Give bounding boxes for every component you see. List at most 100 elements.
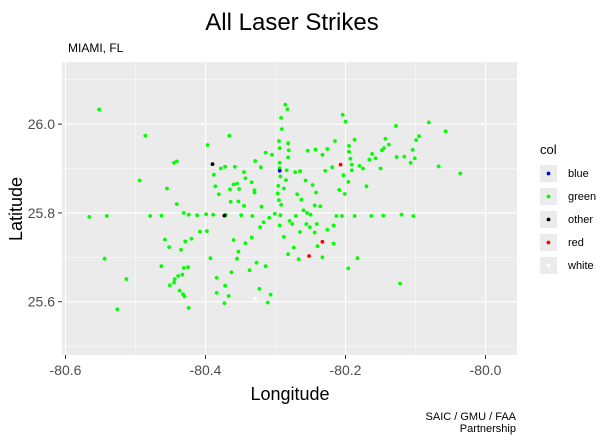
data-point-green — [212, 172, 216, 177]
data-point-green — [216, 192, 221, 197]
data-point-green — [394, 124, 398, 128]
data-point-green — [399, 212, 404, 217]
data-point-green — [383, 136, 388, 141]
data-point-green — [243, 241, 248, 246]
data-point-green — [254, 260, 259, 265]
data-point-green — [290, 222, 295, 226]
legend-symbol-other — [546, 217, 551, 222]
data-point-green — [239, 213, 244, 218]
data-point-green — [325, 147, 330, 151]
data-point-green — [115, 307, 120, 312]
data-point-green — [369, 214, 374, 218]
data-point-green — [265, 300, 270, 305]
data-point-green — [355, 256, 360, 261]
data-point-green — [361, 166, 365, 171]
data-point-green — [410, 148, 415, 152]
data-point-green — [347, 144, 351, 148]
data-point-green — [97, 107, 101, 112]
data-point-green — [279, 127, 284, 131]
data-point-green — [189, 236, 194, 241]
data-point-green — [258, 165, 263, 170]
data-point-green — [367, 157, 372, 162]
data-point-green — [436, 164, 441, 169]
data-point-green — [286, 141, 290, 146]
data-point-green — [305, 148, 310, 153]
data-point-green — [443, 129, 448, 134]
data-point-green — [282, 186, 286, 191]
data-points — [87, 102, 463, 312]
data-point-green — [387, 142, 391, 147]
data-point-green — [181, 266, 186, 270]
data-point-green — [277, 223, 282, 228]
data-point-green — [305, 211, 309, 215]
data-point-green — [236, 249, 241, 254]
data-point-green — [284, 178, 288, 183]
data-point-green — [167, 283, 172, 288]
data-point-green — [334, 214, 339, 218]
data-point-green — [414, 138, 419, 143]
y-tick-label: 25.6 — [28, 294, 55, 310]
data-point-green — [179, 247, 183, 252]
data-point-green — [320, 255, 325, 260]
data-point-green — [250, 214, 255, 218]
legend-label-green: green — [568, 191, 596, 203]
data-point-green — [348, 156, 353, 161]
data-point-green — [180, 272, 185, 277]
data-point-green — [163, 237, 167, 242]
data-point-green — [182, 294, 187, 299]
data-point-green — [318, 204, 323, 209]
data-point-green — [323, 168, 328, 173]
legend-label-white: white — [567, 260, 594, 272]
data-point-green — [267, 215, 272, 220]
data-point-green — [223, 164, 228, 169]
data-point-green — [249, 235, 254, 240]
data-point-green — [310, 183, 315, 187]
data-point-green — [417, 134, 421, 139]
data-point-green — [458, 171, 463, 176]
data-point-green — [186, 306, 191, 310]
data-point-blue — [277, 168, 282, 173]
data-point-green — [412, 156, 417, 161]
data-point-green — [277, 198, 281, 203]
data-point-green — [346, 180, 351, 184]
data-point-green — [204, 212, 209, 217]
data-point-green — [186, 265, 190, 269]
x-tick-label: -80.4 — [190, 362, 222, 378]
data-point-green — [87, 215, 92, 219]
data-point-green — [159, 264, 164, 269]
data-point-green — [282, 235, 286, 239]
data-point-green — [272, 211, 277, 216]
data-point-white — [253, 296, 258, 301]
data-point-green — [263, 150, 268, 155]
data-point-green — [253, 159, 258, 163]
data-point-green — [284, 168, 289, 173]
data-point-green — [174, 202, 179, 207]
data-point-green — [298, 169, 302, 174]
data-point-green — [235, 256, 239, 261]
data-point-green — [226, 294, 231, 298]
data-point-green — [278, 213, 283, 218]
data-point-green — [276, 184, 281, 188]
data-point-green — [370, 152, 374, 156]
data-point-green — [312, 203, 317, 208]
data-point-green — [247, 268, 252, 273]
chart-title: All Laser Strikes — [205, 9, 378, 36]
legend-title: col — [540, 142, 557, 157]
data-point-green — [275, 191, 280, 196]
data-point-green — [137, 178, 142, 183]
x-axis-title: Longitude — [250, 384, 329, 404]
data-point-green — [222, 301, 227, 305]
data-point-green — [298, 230, 302, 234]
data-point-green — [227, 133, 232, 138]
data-point-green — [257, 287, 262, 291]
data-point-green — [320, 152, 325, 157]
data-point-green — [259, 204, 264, 209]
data-point-green — [331, 241, 336, 246]
data-point-green — [373, 156, 378, 161]
data-point-green — [287, 219, 292, 223]
data-point-green — [277, 139, 281, 143]
legend-label-red: red — [568, 237, 584, 249]
data-point-green — [378, 166, 383, 171]
data-point-green — [172, 277, 177, 281]
